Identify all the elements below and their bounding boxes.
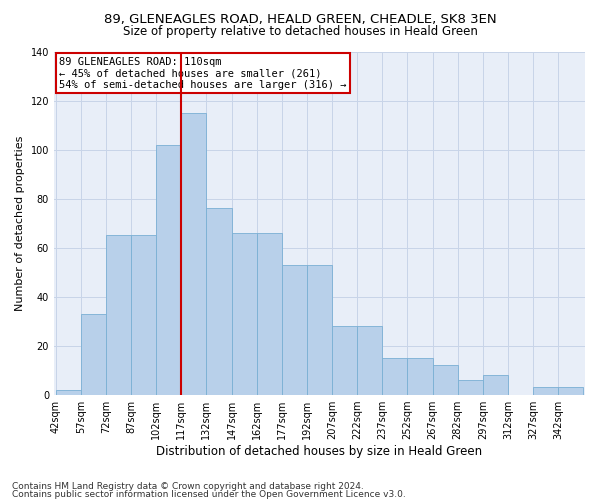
Bar (307, 264, 332, 394)
Bar (206, 208, 232, 394)
Text: 89, GLENEAGLES ROAD, HEALD GREEN, CHEADLE, SK8 3EN: 89, GLENEAGLES ROAD, HEALD GREEN, CHEADL… (104, 12, 496, 26)
Bar (106, 236, 131, 394)
Bar (533, 387, 558, 394)
Bar (156, 144, 181, 394)
Bar (81, 314, 106, 394)
Bar (282, 264, 307, 394)
Bar (458, 380, 483, 394)
Bar (257, 233, 282, 394)
Y-axis label: Number of detached properties: Number of detached properties (15, 136, 25, 310)
Text: Contains public sector information licensed under the Open Government Licence v3: Contains public sector information licen… (12, 490, 406, 499)
Text: Size of property relative to detached houses in Heald Green: Size of property relative to detached ho… (122, 25, 478, 38)
Text: 89 GLENEAGLES ROAD: 110sqm
← 45% of detached houses are smaller (261)
54% of sem: 89 GLENEAGLES ROAD: 110sqm ← 45% of deta… (59, 56, 347, 90)
Bar (483, 375, 508, 394)
Bar (332, 326, 357, 394)
Text: Contains HM Land Registry data © Crown copyright and database right 2024.: Contains HM Land Registry data © Crown c… (12, 482, 364, 491)
Bar (407, 358, 433, 395)
Bar (56, 390, 81, 394)
X-axis label: Distribution of detached houses by size in Heald Green: Distribution of detached houses by size … (157, 444, 482, 458)
Bar (433, 365, 458, 394)
Bar (357, 326, 382, 394)
Bar (131, 236, 156, 394)
Bar (382, 358, 407, 395)
Bar (181, 113, 206, 394)
Bar (558, 387, 583, 394)
Bar (232, 233, 257, 394)
